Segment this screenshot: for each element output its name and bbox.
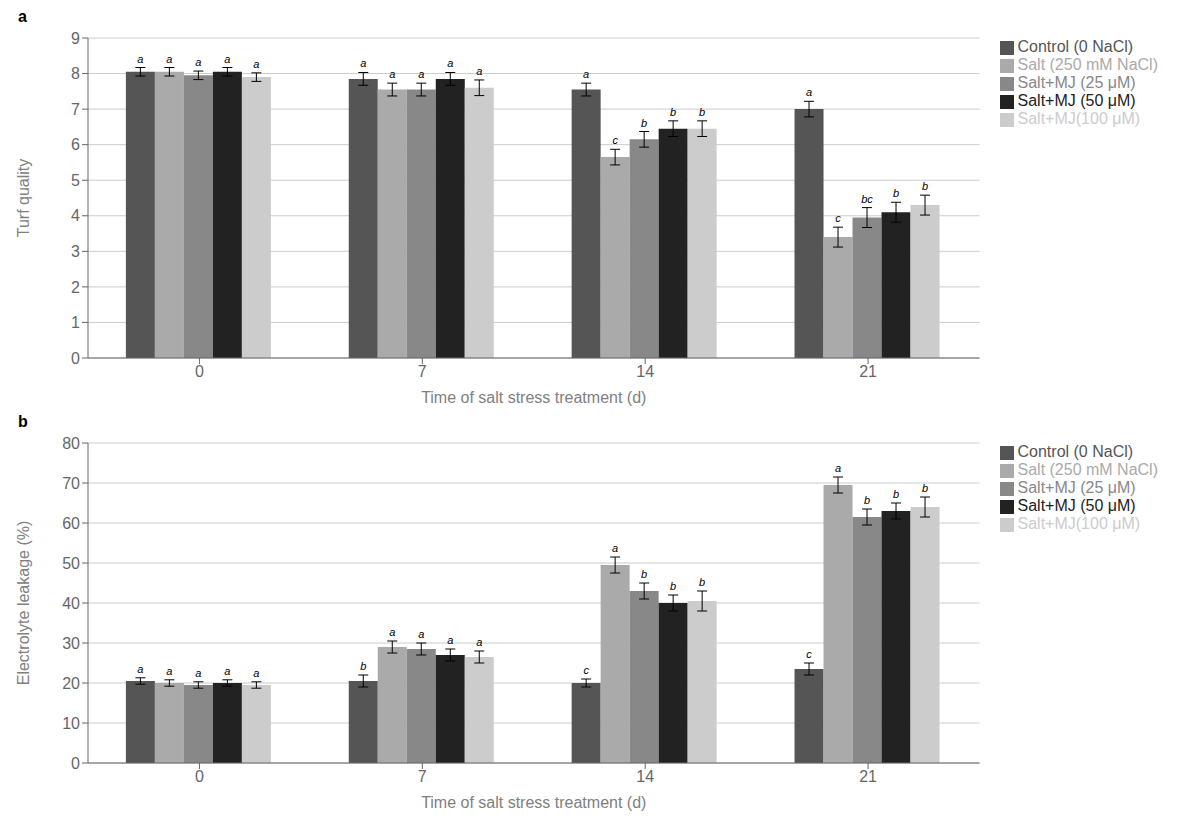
svg-text:0: 0 — [195, 363, 204, 380]
html-text:Salt (250 mM NaCl): Salt (250 mM NaCl) — [1017, 461, 1158, 478]
svg-text:b: b — [864, 494, 870, 506]
svg-text:14: 14 — [636, 768, 654, 785]
svg-text:c: c — [612, 134, 618, 146]
svg-text:7: 7 — [71, 101, 80, 118]
svg-text:21: 21 — [859, 768, 877, 785]
svg-text:b: b — [641, 117, 647, 129]
svg-text:a: a — [418, 68, 424, 80]
html-text:Control (0 NaCl): Control (0 NaCl) — [1017, 38, 1134, 55]
svg-text:a: a — [835, 462, 841, 474]
svg-text:a: a — [476, 636, 482, 648]
svg-text:a: a — [224, 665, 230, 677]
html-text:Salt+MJ (50 μM): Salt+MJ (50 μM) — [1017, 92, 1136, 109]
svg-text:Time of salt stress treatment: Time of salt stress treatment (d) — [421, 389, 646, 406]
svg-text:0: 0 — [71, 350, 80, 367]
svg-text:c: c — [806, 648, 812, 660]
svg-text:20: 20 — [62, 675, 80, 692]
html-text:Salt+MJ(100 μM): Salt+MJ(100 μM) — [1017, 110, 1141, 127]
svg-text:b: b — [670, 106, 676, 118]
svg-text:5: 5 — [71, 172, 80, 189]
svg-text:6: 6 — [71, 136, 80, 153]
svg-text:a: a — [253, 667, 259, 679]
svg-text:70: 70 — [62, 475, 80, 492]
svg-text:b: b — [641, 568, 647, 580]
svg-text:a: a — [195, 667, 201, 679]
html-text:Salt+MJ (25 μM): Salt+MJ (25 μM) — [1017, 479, 1136, 496]
svg-text:c: c — [583, 664, 589, 676]
svg-text:1: 1 — [71, 314, 80, 331]
svg-text:a: a — [612, 542, 618, 554]
svg-text:b: b — [893, 187, 899, 199]
svg-text:40: 40 — [62, 595, 80, 612]
svg-text:Time of salt stress treatment: Time of salt stress treatment (d) — [421, 794, 646, 811]
svg-text:a: a — [447, 634, 453, 646]
svg-text:8: 8 — [71, 65, 80, 82]
svg-text:7: 7 — [418, 363, 427, 380]
svg-text:a: a — [195, 56, 201, 68]
svg-text:0: 0 — [195, 768, 204, 785]
svg-text:b: b — [893, 488, 899, 500]
svg-text:10: 10 — [62, 715, 80, 732]
svg-text:b: b — [670, 580, 676, 592]
html-text:Salt+MJ (25 μM): Salt+MJ (25 μM) — [1017, 74, 1136, 91]
svg-text:30: 30 — [62, 635, 80, 652]
svg-text:3: 3 — [71, 243, 80, 260]
svg-text:a: a — [389, 626, 395, 638]
svg-text:0: 0 — [71, 755, 80, 772]
svg-text:a: a — [583, 68, 589, 80]
svg-text:b: b — [922, 180, 928, 192]
html-text:b: b — [18, 413, 28, 430]
html-text:Salt+MJ (50 μM): Salt+MJ (50 μM) — [1017, 497, 1136, 514]
svg-text:Turf quality: Turf quality — [15, 159, 32, 238]
svg-text:a: a — [137, 53, 143, 65]
html-text:Salt+MJ(100 μM): Salt+MJ(100 μM) — [1017, 515, 1141, 532]
svg-text:a: a — [806, 86, 812, 98]
svg-text:c: c — [835, 212, 841, 224]
svg-text:21: 21 — [859, 363, 877, 380]
svg-text:a: a — [476, 65, 482, 77]
svg-text:a: a — [166, 53, 172, 65]
svg-text:b: b — [360, 660, 366, 672]
svg-text:2: 2 — [71, 279, 80, 296]
svg-text:4: 4 — [71, 207, 80, 224]
html-text:Salt (250 mM NaCl): Salt (250 mM NaCl) — [1017, 56, 1158, 73]
svg-text:80: 80 — [62, 435, 80, 452]
svg-text:50: 50 — [62, 555, 80, 572]
svg-text:a: a — [137, 663, 143, 675]
svg-text:a: a — [224, 53, 230, 65]
svg-text:a: a — [166, 665, 172, 677]
svg-text:a: a — [418, 628, 424, 640]
svg-text:60: 60 — [62, 515, 80, 532]
svg-text:bc: bc — [861, 193, 873, 205]
svg-text:9: 9 — [71, 30, 80, 47]
svg-text:a: a — [253, 58, 259, 70]
html-text:Control (0 NaCl): Control (0 NaCl) — [1017, 443, 1134, 460]
svg-text:14: 14 — [636, 363, 654, 380]
svg-text:b: b — [699, 106, 705, 118]
svg-text:a: a — [447, 57, 453, 69]
svg-text:a: a — [389, 68, 395, 80]
svg-text:7: 7 — [418, 768, 427, 785]
svg-text:b: b — [699, 576, 705, 588]
svg-text:b: b — [922, 482, 928, 494]
svg-text:Electrolyte leakage (%): Electrolyte leakage (%) — [15, 521, 32, 686]
html-text:a: a — [18, 8, 27, 25]
svg-text:a: a — [360, 57, 366, 69]
